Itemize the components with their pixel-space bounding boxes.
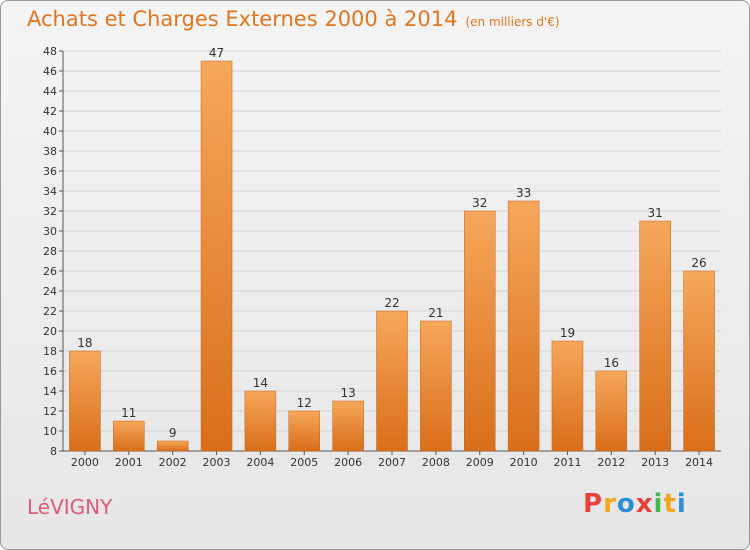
x-tick-label: 2004 bbox=[246, 456, 274, 469]
y-tick-label: 20 bbox=[43, 325, 57, 338]
y-tick-label: 44 bbox=[43, 85, 57, 98]
x-tick-label: 2007 bbox=[378, 456, 406, 469]
commune-name: LéVIGNY bbox=[27, 495, 113, 519]
bar-2001 bbox=[113, 420, 145, 452]
bar-2009 bbox=[463, 210, 496, 452]
bar-value-label: 32 bbox=[472, 196, 487, 210]
chart-title-text: Achats et Charges Externes 2000 à 2014 bbox=[27, 7, 458, 31]
labels: 18 11 9 47 14 12 13 22 21 32 33 19 16 31 26 bbox=[77, 46, 706, 440]
bar-value-label: 18 bbox=[77, 336, 92, 350]
x-tick-label: 2005 bbox=[290, 456, 318, 469]
bar-value-label: 16 bbox=[604, 356, 619, 370]
bar-2008 bbox=[420, 320, 452, 452]
y-tick-label: 34 bbox=[43, 185, 57, 198]
logo-letter: r bbox=[603, 489, 617, 519]
y-tick-label: 18 bbox=[43, 345, 57, 358]
y-tick-label: 26 bbox=[43, 265, 57, 278]
bar-value-label: 9 bbox=[169, 426, 177, 440]
y-tick-label: 12 bbox=[43, 405, 57, 418]
x-tick-label: 2009 bbox=[466, 456, 494, 469]
bar-value-label: 13 bbox=[340, 386, 355, 400]
x-tick-label: 2013 bbox=[641, 456, 669, 469]
logo-letter: i bbox=[676, 489, 687, 519]
bars bbox=[69, 60, 715, 452]
bar-value-label: 22 bbox=[384, 296, 399, 310]
bar-value-label: 11 bbox=[121, 406, 136, 420]
y-tick-label: 48 bbox=[43, 45, 57, 58]
proxiti-logo: Proxiti bbox=[583, 489, 687, 519]
y-tick-label: 22 bbox=[43, 305, 57, 318]
bar-value-label: 33 bbox=[516, 186, 531, 200]
bar-2011 bbox=[551, 340, 584, 452]
bar-2006 bbox=[332, 400, 364, 452]
bar-value-label: 31 bbox=[648, 206, 663, 220]
bar-value-label: 19 bbox=[560, 326, 575, 340]
bar-value-label: 47 bbox=[209, 46, 224, 60]
x-tick-label: 2010 bbox=[510, 456, 538, 469]
bar-2004 bbox=[244, 390, 277, 452]
x-tick-label: 2001 bbox=[115, 456, 143, 469]
bar-2000 bbox=[69, 350, 101, 452]
bar-2003 bbox=[200, 60, 233, 452]
y-tick-label: 24 bbox=[43, 285, 57, 298]
bar-2007 bbox=[376, 310, 408, 452]
y-tick-label: 32 bbox=[43, 205, 57, 218]
y-tick-label: 40 bbox=[43, 125, 57, 138]
bar-value-label: 12 bbox=[297, 396, 312, 410]
y-tick-label: 46 bbox=[43, 65, 57, 78]
x-tick-label: 2011 bbox=[553, 456, 581, 469]
y-tick-label: 30 bbox=[43, 225, 57, 238]
bar-2013 bbox=[639, 220, 671, 452]
y-tick-label: 16 bbox=[43, 365, 57, 378]
axes: 8 10 12 14 16 18 20 22 24 26 28 30 32 34 36 38 40 42 44 46 4… bbox=[43, 45, 721, 469]
bar-2014 bbox=[683, 270, 715, 452]
y-tick-label: 8 bbox=[50, 445, 57, 458]
bar-value-label: 14 bbox=[253, 376, 268, 390]
bar-2012 bbox=[595, 370, 628, 452]
y-tick-label: 10 bbox=[43, 425, 57, 438]
bar-2005 bbox=[288, 410, 321, 452]
bar-2010 bbox=[507, 200, 540, 452]
x-tick-label: 2012 bbox=[597, 456, 625, 469]
logo-letter: t bbox=[663, 489, 677, 519]
y-tick-label: 42 bbox=[43, 105, 57, 118]
bar-2002 bbox=[156, 440, 189, 452]
y-tick-label: 14 bbox=[43, 385, 57, 398]
chart-title: Achats et Charges Externes 2000 à 2014 (e… bbox=[27, 7, 560, 31]
x-tick-label: 2006 bbox=[334, 456, 362, 469]
x-tick-label: 2000 bbox=[71, 456, 99, 469]
x-tick-label: 2003 bbox=[203, 456, 231, 469]
x-tick-label: 2014 bbox=[685, 456, 713, 469]
bar-value-label: 26 bbox=[691, 256, 706, 270]
y-tick-label: 38 bbox=[43, 145, 57, 158]
y-tick-label: 36 bbox=[43, 165, 57, 178]
x-tick-label: 2008 bbox=[422, 456, 450, 469]
chart-subtitle: (en milliers d'€) bbox=[465, 15, 560, 29]
logo-letter: x bbox=[635, 489, 654, 519]
logo-letter: P bbox=[583, 489, 604, 519]
logo-letter: o bbox=[616, 489, 636, 519]
x-tick-label: 2002 bbox=[159, 456, 187, 469]
y-tick-label: 28 bbox=[43, 245, 57, 258]
logo-letter: i bbox=[653, 489, 664, 519]
bar-value-label: 21 bbox=[428, 306, 443, 320]
